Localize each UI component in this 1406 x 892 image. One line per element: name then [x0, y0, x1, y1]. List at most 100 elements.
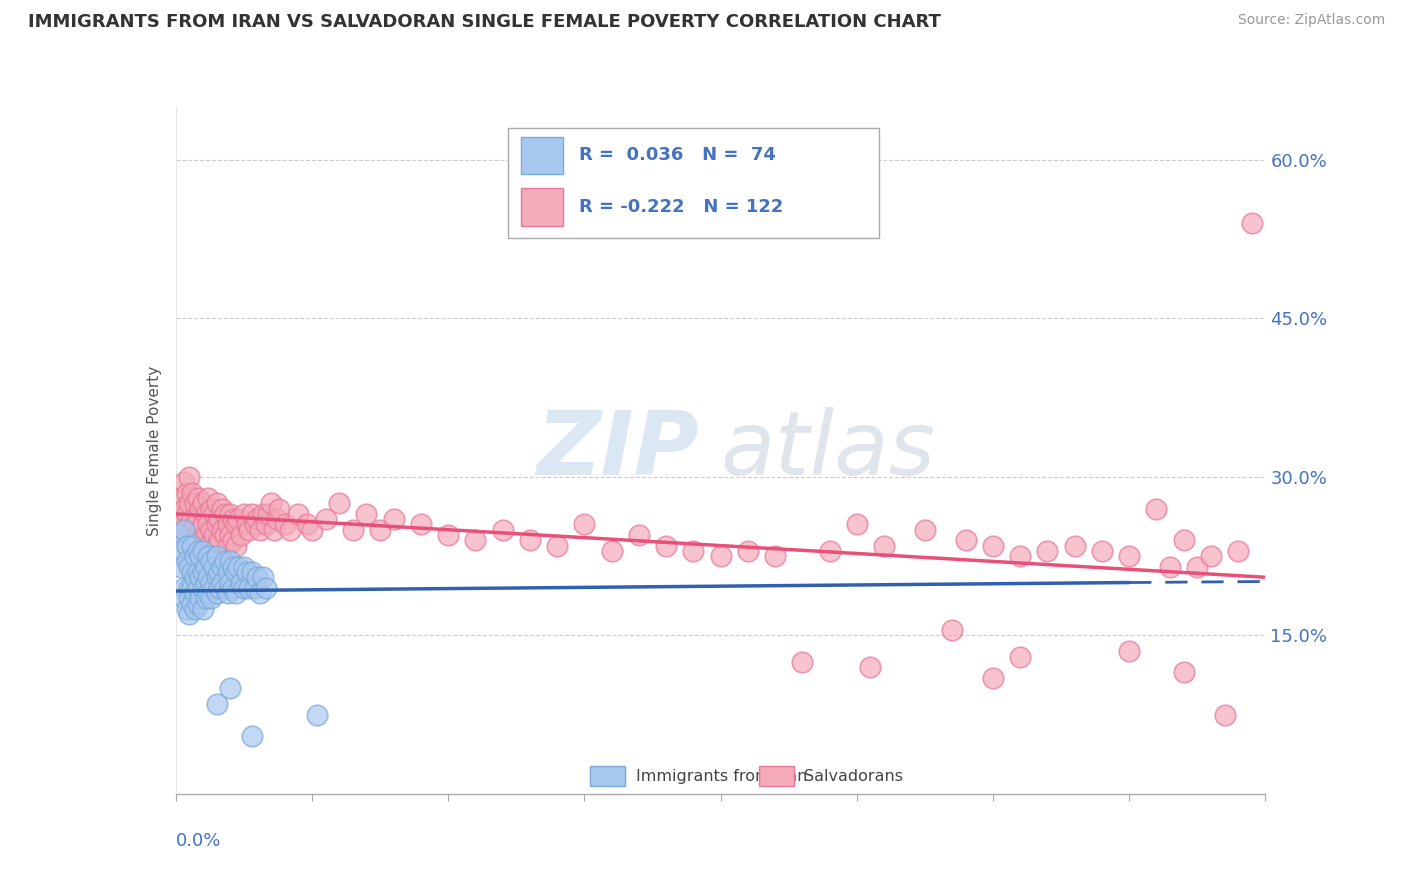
- Point: [202, 507, 225, 521]
- Point: [176, 554, 198, 568]
- Point: [222, 533, 245, 548]
- Point: [205, 549, 228, 563]
- Point: [176, 507, 198, 521]
- Point: [179, 591, 201, 606]
- Point: [205, 570, 228, 584]
- Point: [181, 581, 204, 595]
- Point: [202, 581, 225, 595]
- Point: [188, 591, 211, 606]
- Point: [278, 523, 301, 537]
- Point: [173, 523, 195, 537]
- Point: [179, 496, 201, 510]
- Point: [200, 554, 222, 568]
- Point: [225, 586, 247, 600]
- Point: [188, 501, 211, 516]
- Point: [205, 517, 228, 532]
- Point: [219, 575, 242, 590]
- Point: [197, 570, 219, 584]
- Point: [437, 528, 460, 542]
- Point: [287, 507, 309, 521]
- Point: [170, 517, 193, 532]
- Point: [1199, 549, 1222, 563]
- Point: [184, 549, 207, 563]
- Point: [546, 539, 568, 553]
- Point: [231, 528, 253, 542]
- Point: [176, 533, 198, 548]
- Point: [200, 501, 222, 516]
- Point: [342, 523, 364, 537]
- Point: [328, 496, 350, 510]
- Point: [191, 565, 214, 579]
- Point: [464, 533, 486, 548]
- Point: [1063, 539, 1085, 553]
- Point: [214, 507, 236, 521]
- Point: [173, 523, 195, 537]
- Point: [217, 517, 239, 532]
- Point: [217, 539, 239, 553]
- Point: [176, 539, 198, 553]
- Point: [167, 507, 190, 521]
- Point: [219, 528, 242, 542]
- Point: [1240, 216, 1263, 230]
- Point: [240, 729, 263, 743]
- Point: [301, 523, 323, 537]
- FancyBboxPatch shape: [522, 188, 562, 226]
- Point: [1144, 501, 1167, 516]
- Point: [197, 586, 219, 600]
- Point: [186, 491, 209, 505]
- Point: [682, 544, 704, 558]
- Point: [186, 512, 209, 526]
- Point: [232, 507, 254, 521]
- Point: [249, 586, 271, 600]
- FancyBboxPatch shape: [591, 766, 624, 786]
- Point: [219, 507, 242, 521]
- Point: [941, 623, 963, 637]
- Point: [191, 544, 214, 558]
- Point: [252, 570, 274, 584]
- Point: [173, 591, 195, 606]
- Point: [191, 565, 214, 579]
- Point: [231, 575, 253, 590]
- Point: [202, 528, 225, 542]
- Point: [356, 507, 378, 521]
- Point: [191, 539, 214, 553]
- Point: [173, 501, 195, 516]
- Point: [194, 507, 217, 521]
- Point: [217, 586, 239, 600]
- Point: [225, 517, 247, 532]
- Point: [859, 660, 882, 674]
- Point: [200, 575, 222, 590]
- Y-axis label: Single Female Poverty: Single Female Poverty: [146, 366, 162, 535]
- Point: [214, 528, 236, 542]
- Point: [818, 544, 841, 558]
- Point: [1187, 559, 1209, 574]
- Point: [519, 533, 541, 548]
- Point: [269, 501, 291, 516]
- Point: [186, 597, 209, 611]
- Point: [295, 517, 318, 532]
- Point: [574, 517, 596, 532]
- Point: [225, 565, 247, 579]
- Point: [181, 485, 204, 500]
- Point: [238, 581, 260, 595]
- Point: [211, 501, 233, 516]
- Point: [200, 523, 222, 537]
- Point: [409, 517, 432, 532]
- Point: [191, 496, 214, 510]
- Text: Immigrants from Iran: Immigrants from Iran: [636, 769, 807, 783]
- Point: [211, 575, 233, 590]
- Point: [194, 559, 217, 574]
- Point: [1159, 559, 1181, 574]
- Point: [191, 581, 214, 595]
- Point: [181, 539, 204, 553]
- Point: [274, 517, 297, 532]
- Point: [222, 559, 245, 574]
- Point: [181, 565, 204, 579]
- Point: [492, 523, 515, 537]
- Point: [232, 559, 254, 574]
- Point: [222, 512, 245, 526]
- Point: [1010, 649, 1032, 664]
- Point: [188, 570, 211, 584]
- Point: [263, 523, 285, 537]
- Point: [238, 523, 260, 537]
